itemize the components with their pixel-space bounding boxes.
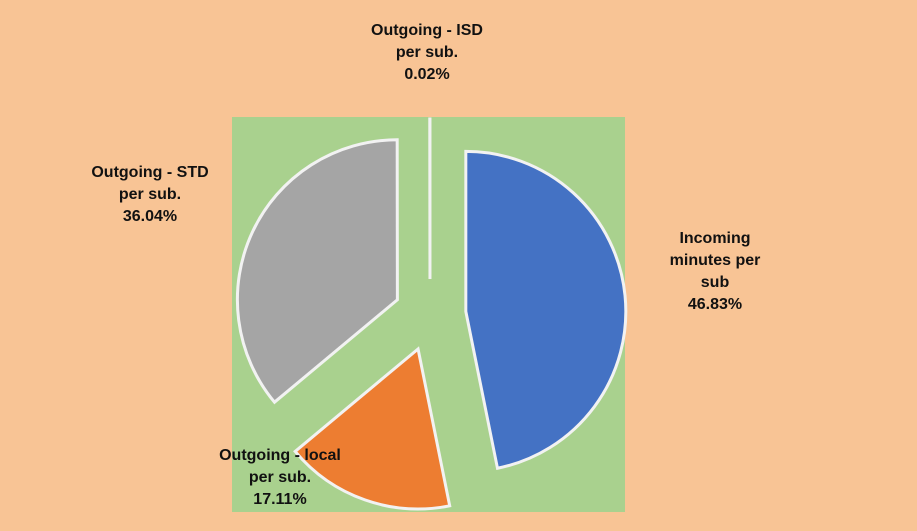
- category-label: Outgoing - STD per sub.: [91, 164, 209, 203]
- pie-slice: [235, 138, 399, 405]
- slice-label: Outgoing - STD per sub. 36.04%: [80, 162, 220, 228]
- category-label: Outgoing - local per sub.: [219, 447, 341, 486]
- slice-label: Outgoing - ISD per sub. 0.02%: [357, 20, 497, 86]
- value-label: 0.02%: [404, 66, 450, 83]
- pie-slice: [293, 346, 452, 511]
- value-label: 46.83%: [687, 296, 743, 313]
- category-label: Outgoing - ISD per sub.: [371, 22, 483, 61]
- slice-label: Incoming minutes per sub 46.83%: [655, 228, 775, 316]
- pie-slice: [464, 149, 628, 471]
- value-label: 17.11%: [253, 491, 307, 508]
- category-label: Incoming minutes per sub: [669, 230, 761, 291]
- slice-label: Outgoing - local per sub. 17.11%: [216, 445, 344, 511]
- value-label: 36.04%: [122, 208, 178, 225]
